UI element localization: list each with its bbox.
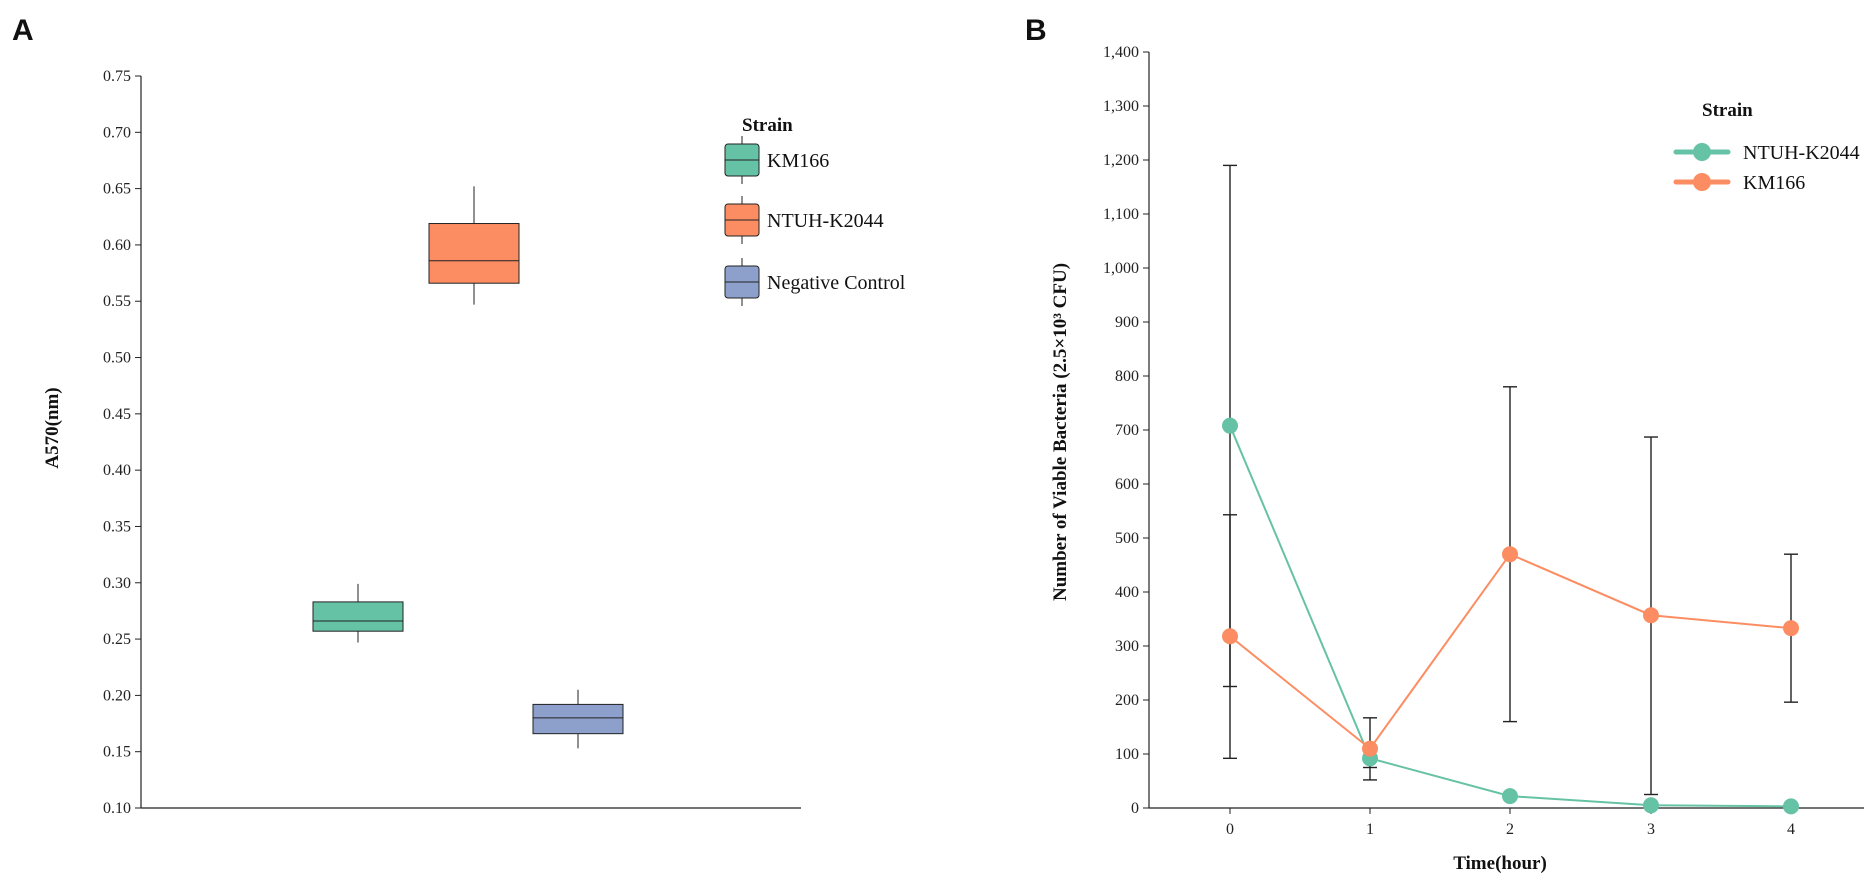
legend-label: KM166	[767, 150, 829, 172]
panel-b-series	[1222, 164, 1799, 815]
panel-a-y-tick-label: 0.75	[103, 68, 131, 85]
panel-a-y-tick-label: 0.30	[103, 575, 131, 592]
panel-a-label: A	[12, 14, 34, 47]
panel-a-y-tick-label: 0.50	[103, 350, 131, 367]
panel-b-y-axis-title: Number of Viable Bacteria (2.5×10³ CFU)	[1050, 263, 1071, 601]
panel-b-y-tick-label: 200	[1115, 692, 1139, 709]
box-ntuh-k2044	[428, 186, 520, 305]
panel-b-legend-title: Strain	[1702, 100, 1753, 121]
panel-b-y-tick-label: 1,100	[1103, 206, 1139, 223]
panel-b-x-axis-title: Time(hour)	[1453, 853, 1547, 874]
data-point-km166	[1783, 620, 1799, 637]
panel-b-axes: 0 100 200 300 400 500 600 700 800 900 1,000 1,100 1,…	[1103, 44, 1864, 838]
panel-a-legend-title: Strain	[742, 115, 793, 136]
panel-b-y-tick-label: 1,000	[1103, 260, 1139, 277]
panel-b: B 0 100 200 300 400 500 600 700 800 900 1,000 1,100…	[1025, 14, 1864, 874]
panel-b-y-tick-label: 100	[1115, 746, 1139, 763]
panel-a-y-axis-title: A570(nm)	[42, 387, 63, 468]
box-negative-control	[532, 689, 624, 749]
legend-label: NTUH-K2044	[1743, 142, 1860, 164]
panel-a-y-tick-label: 0.60	[103, 237, 131, 254]
data-point-km166	[1502, 546, 1518, 563]
legend-label: KM166	[1743, 172, 1805, 194]
box-body	[532, 703, 624, 735]
panel-a-y-tick-label: 0.20	[103, 687, 131, 704]
panel-a-y-tick-label: 0.35	[103, 518, 131, 535]
panel-b-y-tick-label: 0	[1131, 800, 1139, 817]
panel-b-y-tick-label: 1,200	[1103, 152, 1139, 169]
panel-a-boxes	[312, 186, 624, 749]
panel-b-x-tick-label: 2	[1506, 821, 1514, 838]
data-point-km166	[1362, 740, 1378, 757]
legend-item-km166: KM166	[724, 136, 829, 184]
legend-label: Negative Control	[767, 272, 906, 294]
panel-a-y-tick-label: 0.25	[103, 631, 131, 648]
box-body	[428, 223, 520, 284]
panel-a-y-tick-label: 0.10	[103, 800, 131, 817]
box-km166	[312, 583, 404, 643]
panel-a-y-tick-label: 0.65	[103, 181, 131, 198]
legend-label: NTUH-K2044	[767, 210, 884, 232]
data-point-ntuh-k2044	[1222, 417, 1238, 434]
panel-b-y-tick-label: 300	[1115, 638, 1139, 655]
data-point-km166	[1222, 628, 1238, 645]
panel-a: A 0.100.150.200.250.300.350.400.450.500.…	[12, 14, 906, 817]
panel-a-y-tick-label: 0.45	[103, 406, 131, 423]
panel-a-y-tick-label: 0.15	[103, 744, 131, 761]
panel-b-y-tick-label: 800	[1115, 368, 1139, 385]
panel-b-legend: Strain NTUH-K2044 KM166	[1673, 100, 1860, 194]
data-point-ntuh-k2044	[1643, 797, 1659, 814]
error-bars-km166	[1223, 386, 1798, 796]
panel-b-x-tick-label: 3	[1647, 821, 1655, 838]
data-point-ntuh-k2044	[1783, 798, 1799, 815]
legend-item-ntuh-k2044: NTUH-K2044	[1673, 142, 1860, 164]
panel-b-y-tick-label: 900	[1115, 314, 1139, 331]
legend-key-marker	[1693, 143, 1711, 161]
panel-b-y-tick-label: 600	[1115, 476, 1139, 493]
panel-b-x-tick-label: 4	[1787, 821, 1795, 838]
panel-b-y-tick-label: 1,300	[1103, 98, 1139, 115]
panel-a-y-tick-label: 0.70	[103, 124, 131, 141]
box-body	[312, 601, 404, 632]
data-point-ntuh-k2044	[1502, 788, 1518, 805]
panel-b-x-tick-label: 0	[1226, 821, 1234, 838]
panel-b-y-tick-label: 400	[1115, 584, 1139, 601]
panel-a-y-tick-label: 0.40	[103, 462, 131, 479]
panel-a-legend: Strain KM166 NTUH-K2044 Negative Control	[724, 115, 906, 306]
panel-b-y-tick-label: 500	[1115, 530, 1139, 547]
legend-item-negative-control: Negative Control	[724, 258, 906, 306]
panel-a-axes: 0.10 0.15 0.20 0.25 0.30 0.35 0.40 0.45 0.50 0.55…	[103, 68, 801, 817]
legend-key-marker	[1693, 173, 1711, 191]
legend-item-ntuh-k2044: NTUH-K2044	[724, 196, 884, 244]
legend-item-km166: KM166	[1673, 172, 1805, 194]
panel-b-y-tick-label: 700	[1115, 422, 1139, 439]
panel-a-y-tick-label: 0.55	[103, 293, 131, 310]
panel-b-label: B	[1025, 14, 1047, 47]
data-point-km166	[1643, 607, 1659, 624]
panel-b-y-tick-label: 1,400	[1103, 44, 1139, 61]
panel-b-x-tick-label: 1	[1366, 821, 1374, 838]
